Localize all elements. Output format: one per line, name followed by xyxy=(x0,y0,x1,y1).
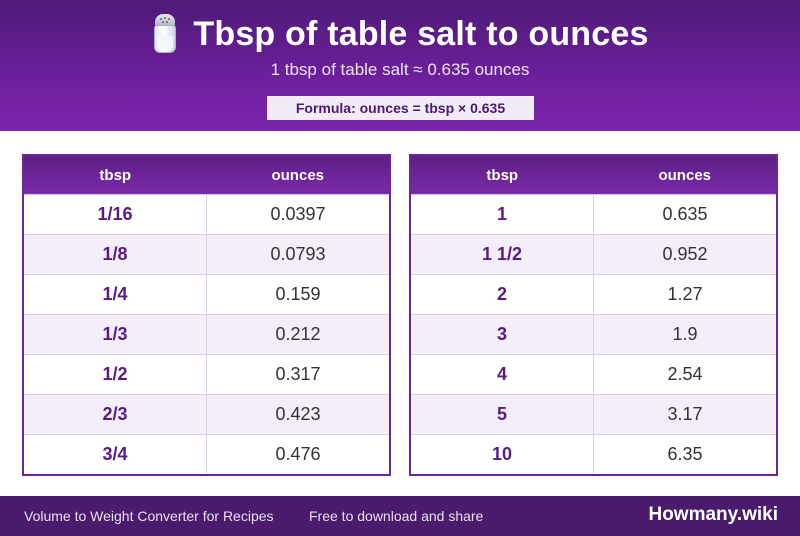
footer-bar: Volume to Weight Converter for Recipes F… xyxy=(0,496,800,536)
conversion-table-left: tbsp ounces 1/16 0.0397 1/8 0.0793 1/4 0.15… xyxy=(22,154,391,476)
title-row: Tbsp of table salt to ounces xyxy=(0,12,800,56)
table-row: 2 1.27 xyxy=(411,274,776,314)
column-header-ounces: ounces xyxy=(658,166,711,184)
ounces-cell: 1.27 xyxy=(667,284,703,304)
table-row: 10 6.35 xyxy=(411,434,776,474)
ounces-cell: 0.159 xyxy=(275,284,321,304)
tbsp-cell: 2/3 xyxy=(24,395,207,434)
ounces-cell: 0.635 xyxy=(662,204,708,224)
tbsp-cell: 1 xyxy=(411,195,594,234)
tbsp-cell: 1 1/2 xyxy=(411,235,594,274)
column-header-tbsp: tbsp xyxy=(486,166,519,184)
column-header-tbsp: tbsp xyxy=(99,166,132,184)
footer-brand: Howmany.wiki xyxy=(648,504,778,525)
ounces-cell: 0.476 xyxy=(275,444,321,464)
conversion-summary: 1 tbsp of table salt ≈ 0.635 ounces xyxy=(270,60,530,79)
table-row: 1 1/2 0.952 xyxy=(411,234,776,274)
footer-app-name: Volume to Weight Converter for Recipes xyxy=(24,508,274,524)
ounces-cell: 0.0397 xyxy=(270,204,326,224)
ounces-cell: 0.317 xyxy=(275,364,321,384)
table-header: tbsp ounces xyxy=(24,156,389,194)
page-title: Tbsp of table salt to ounces xyxy=(193,14,649,53)
table-row: 5 3.17 xyxy=(411,394,776,434)
tbsp-cell: 1/4 xyxy=(24,275,207,314)
ounces-cell: 2.54 xyxy=(667,364,703,384)
tbsp-cell: 3/4 xyxy=(24,435,207,474)
ounces-cell: 0.423 xyxy=(275,404,321,424)
header-banner: Tbsp of table salt to ounces 1 tbsp of t… xyxy=(0,0,800,131)
table-row: 3/4 0.476 xyxy=(24,434,389,474)
tbsp-cell: 1/16 xyxy=(24,195,207,234)
table-header: tbsp ounces xyxy=(411,156,776,194)
table-row: 1/8 0.0793 xyxy=(24,234,389,274)
footer-tagline: Free to download and share xyxy=(309,508,484,524)
tbsp-cell: 1/3 xyxy=(24,315,207,354)
tbsp-cell: 4 xyxy=(411,355,594,394)
table-row: 3 1.9 xyxy=(411,314,776,354)
salt-shaker-icon xyxy=(151,14,179,54)
ounces-cell: 6.35 xyxy=(667,444,703,464)
ounces-cell: 3.17 xyxy=(667,404,703,424)
table-row: 4 2.54 xyxy=(411,354,776,394)
column-header-ounces: ounces xyxy=(271,166,324,184)
conversion-table-right: tbsp ounces 1 0.635 1 1/2 0.952 2 1.27 3 1.9… xyxy=(409,154,778,476)
table-row: 1 0.635 xyxy=(411,194,776,234)
ounces-cell: 0.212 xyxy=(275,324,321,344)
ounces-cell: 0.0793 xyxy=(270,244,326,264)
table-row: 1/16 0.0397 xyxy=(24,194,389,234)
tbsp-cell: 2 xyxy=(411,275,594,314)
formula-badge: Formula: ounces = tbsp × 0.635 xyxy=(267,96,534,120)
ounces-cell: 0.952 xyxy=(662,244,708,264)
tbsp-cell: 1/8 xyxy=(24,235,207,274)
tbsp-cell: 3 xyxy=(411,315,594,354)
ounces-cell: 1.9 xyxy=(672,324,698,344)
table-row: 1/2 0.317 xyxy=(24,354,389,394)
tbsp-cell: 1/2 xyxy=(24,355,207,394)
table-row: 2/3 0.423 xyxy=(24,394,389,434)
tbsp-cell: 5 xyxy=(411,395,594,434)
table-row: 1/4 0.159 xyxy=(24,274,389,314)
table-row: 1/3 0.212 xyxy=(24,314,389,354)
tbsp-cell: 10 xyxy=(411,435,594,474)
